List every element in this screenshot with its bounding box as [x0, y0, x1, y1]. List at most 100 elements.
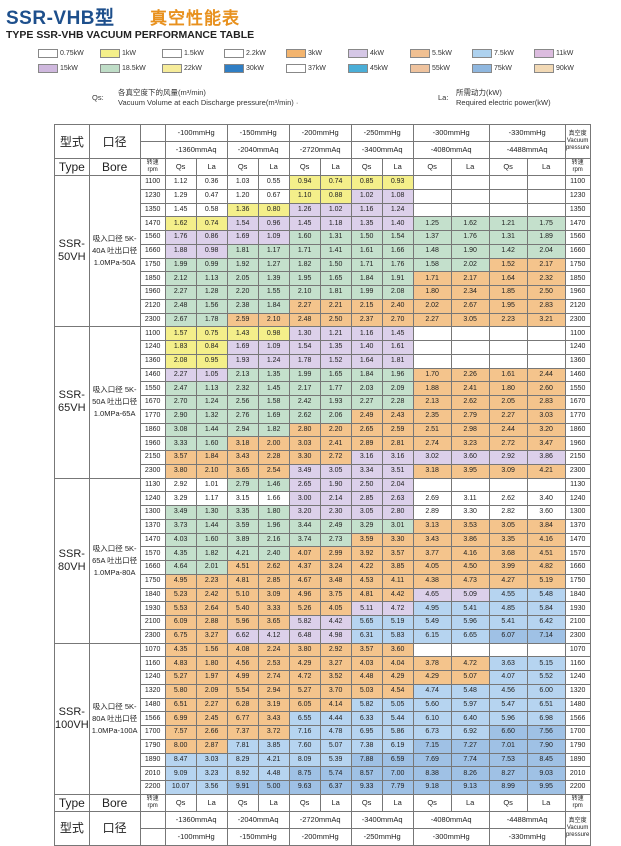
qs-cell: 3.63	[488, 656, 528, 671]
la-cell: 3.19	[257, 697, 290, 713]
qs-cell: 8.57	[350, 766, 383, 781]
la-cell: 6.65	[450, 628, 490, 644]
rpm-header: 转速 rpm	[564, 793, 591, 812]
table-row: 1230 1.29 0.47 1.20 0.67 1.10 0.88 1.02 1.08 1230	[55, 188, 591, 204]
rpm-cell: 1550	[139, 381, 166, 396]
rpm-cell-right: 1750	[564, 257, 591, 273]
rpm-cell: 2300	[139, 628, 166, 644]
qs-cell: 2.27	[350, 395, 383, 410]
qs-cell	[412, 340, 452, 355]
rpm-cell-right: 1470	[564, 532, 591, 548]
qs-cell: 1.78	[288, 353, 321, 369]
qs-cell: 3.65	[226, 463, 259, 479]
qs-cell: 5.96	[226, 615, 259, 630]
table-row: 1660 4.64 2.01 4.51 2.62 4.37 3.24 4.22 3.85 4.05…	[55, 560, 591, 575]
la-cell: 4.21	[526, 463, 566, 479]
qs-cell: 7.57	[164, 725, 197, 740]
qs-cell: 1.99	[350, 285, 383, 300]
la-cell: 2.42	[195, 587, 228, 603]
table-row: 2300 3.80 2.10 3.65 2.54 3.49 3.05 3.34 3.51 3.18…	[55, 463, 591, 479]
qs-cell: 1.26	[288, 202, 321, 218]
la-cell: 6.92	[450, 725, 490, 740]
la-cell: 6.51	[526, 697, 566, 713]
qs-cell: 3.13	[412, 518, 452, 534]
la-cell: 1.61	[381, 340, 414, 355]
qs-cell: 5.03	[350, 683, 383, 699]
bore-cell: 吸入口径 5K-40A 吐出口径 1.0MPa-50A	[88, 174, 141, 328]
qs-cell: 4.35	[164, 642, 197, 658]
pressure-mmhg: -330mmHg	[488, 124, 566, 142]
table-row: 2300 6.75 3.27 6.62 4.12 6.48 4.98 6.31 5.83 6.15…	[55, 628, 591, 644]
qs-cell: 3.78	[412, 656, 452, 671]
la-cell: 2.62	[450, 395, 490, 410]
la-cell: 4.04	[381, 656, 414, 671]
la-cell: 3.03	[195, 752, 228, 768]
legend-swatch	[100, 49, 120, 58]
qs-cell: 2.56	[226, 395, 259, 410]
rpm-cell-right: 1560	[564, 230, 591, 245]
la-cell: 1.91	[381, 271, 414, 286]
la-cell: 2.26	[450, 367, 490, 383]
legend-swatch	[472, 64, 492, 73]
bore-header-en: Bore	[88, 793, 141, 812]
qs-cell: 2.67	[164, 312, 197, 328]
la-cell: 7.90	[526, 738, 566, 754]
rpm-cell-right: 2200	[564, 780, 591, 795]
qs-cell: 1.10	[288, 188, 321, 204]
qs-cell: 1.29	[164, 188, 197, 204]
rpm-cell: 1570	[139, 546, 166, 561]
qs-cell: 4.07	[488, 670, 528, 685]
qs-cell: 1.71	[350, 257, 383, 273]
model-header-en: Type	[54, 793, 90, 812]
qs-cell: 4.38	[412, 573, 452, 589]
la-column-header: La	[257, 158, 290, 176]
qs-cell: 6.48	[288, 628, 321, 644]
qs-cell	[412, 188, 452, 204]
qs-cell: 1.45	[288, 216, 321, 231]
table-row: 1560 1.76 0.86 1.69 1.09 1.60 1.31 1.50 1.54 1.37…	[55, 230, 591, 245]
qs-cell: 9.09	[164, 766, 197, 781]
model-cell: SSR-100VH	[54, 642, 90, 795]
qs-cell: 1.88	[412, 381, 452, 396]
qs-cell: 7.88	[350, 752, 383, 768]
la-cell: 1.08	[381, 188, 414, 204]
rpm-cell: 1470	[139, 532, 166, 548]
qs-cell: 6.60	[488, 725, 528, 740]
rpm-cell: 1160	[139, 656, 166, 671]
qs-cell: 6.05	[288, 697, 321, 713]
qs-cell: 1.69	[226, 340, 259, 355]
rpm-cell-right: 1850	[564, 271, 591, 286]
qs-column-header: Qs	[164, 158, 197, 176]
la-cell: 2.79	[450, 408, 490, 424]
qs-cell: 5.41	[488, 615, 528, 630]
qs-cell: 4.35	[164, 546, 197, 561]
pressure-mmhg: -330mmHg	[488, 827, 566, 846]
rpm-cell-right: 2010	[564, 766, 591, 781]
la-cell: 0.88	[319, 188, 352, 204]
page-title: SSR-VHB型	[6, 8, 115, 29]
legend-label: 90kW	[556, 65, 574, 72]
legend-label: 11kW	[556, 50, 574, 57]
la-cell: 2.17	[526, 257, 566, 273]
rpm-header-cn: 转速	[571, 795, 584, 802]
la-cell: 2.66	[195, 725, 228, 740]
la-cell	[450, 340, 490, 355]
la-cell: 6.59	[381, 752, 414, 768]
pressure-mmaq: -3400mmAq	[350, 141, 414, 159]
la-cell: 3.27	[319, 656, 352, 671]
qs-cell: 3.44	[288, 518, 321, 534]
qs-cell: 5.82	[350, 697, 383, 713]
qs-cell: 2.13	[226, 367, 259, 383]
la-cell: 1.40	[381, 216, 414, 231]
rpm-header-en: rpm	[572, 802, 583, 809]
qs-cell: 2.35	[412, 408, 452, 424]
qs-cell: 4.51	[226, 560, 259, 575]
qs-cell: 1.43	[226, 326, 259, 341]
la-cell: 1.17	[195, 491, 228, 506]
qs-cell: 4.67	[288, 573, 321, 589]
qs-cell: 7.01	[488, 738, 528, 754]
qs-cell: 3.59	[350, 532, 383, 548]
qs-cell: 5.60	[412, 697, 452, 713]
rpm-cell-right: 2150	[564, 450, 591, 465]
rpm-cell: 1670	[139, 395, 166, 410]
